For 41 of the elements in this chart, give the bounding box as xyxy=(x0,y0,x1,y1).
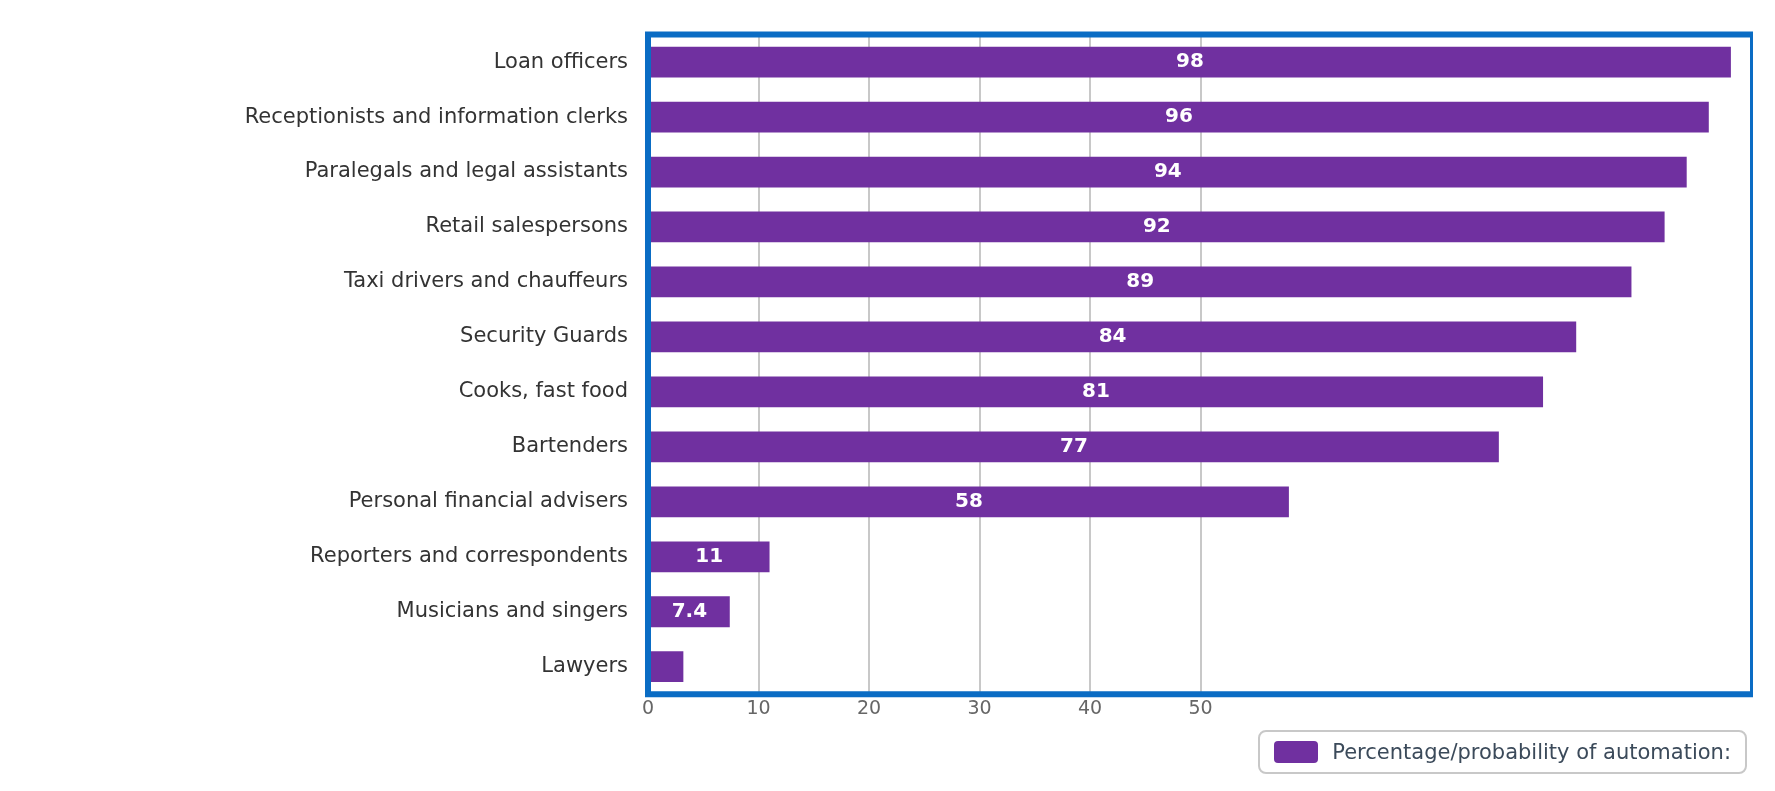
y-tick-label: Bartenders xyxy=(511,433,628,458)
bar xyxy=(649,156,1687,188)
x-tick-label: 20 xyxy=(856,695,882,718)
y-tick-label: Loan officers xyxy=(493,48,628,73)
y-tick-label: Receptionists and information clerks xyxy=(244,103,628,128)
data-label: 96 xyxy=(1164,103,1193,128)
x-tick-label: 30 xyxy=(967,695,992,718)
data-label: 81 xyxy=(1082,378,1110,403)
data-label: 84 xyxy=(1098,323,1127,348)
data-label: 11 xyxy=(695,542,724,567)
y-tick-label: Taxi drivers and chauffeurs xyxy=(342,268,628,293)
x-tick-label: 0 xyxy=(641,695,655,718)
bar xyxy=(649,651,684,683)
y-tick-label: Paralegals and legal assistants xyxy=(304,158,628,183)
data-label: 98 xyxy=(1176,48,1204,73)
bar xyxy=(649,46,1731,78)
y-tick-label: Personal financial advisers xyxy=(348,488,628,513)
data-label: 58 xyxy=(955,488,983,513)
bar xyxy=(649,431,1499,463)
data-label: 77 xyxy=(1060,433,1088,458)
data-label: 89 xyxy=(1126,268,1155,293)
y-tick-label: Lawyers xyxy=(541,653,628,678)
bar xyxy=(649,486,1289,518)
bar xyxy=(649,376,1544,408)
data-label: 92 xyxy=(1142,213,1171,238)
y-tick-label: Security Guards xyxy=(460,323,628,348)
bar xyxy=(649,321,1577,353)
data-label: 7.4 xyxy=(671,597,708,622)
y-tick-label: Cooks, fast food xyxy=(458,378,628,403)
bar xyxy=(649,266,1632,298)
x-tick-label: 50 xyxy=(1188,695,1213,718)
bar xyxy=(649,211,1665,243)
y-tick-label: Musicians and singers xyxy=(396,598,628,623)
x-tick-label: 10 xyxy=(746,695,771,718)
legend-label: Percentage/probability of automation: xyxy=(1332,740,1731,764)
y-tick-label: Retail salespersons xyxy=(425,213,628,238)
data-label: 94 xyxy=(1153,158,1182,183)
y-tick-label: Reporters and correspondents xyxy=(310,543,628,568)
bar xyxy=(649,101,1709,133)
bar xyxy=(649,541,770,573)
x-tick-label: 40 xyxy=(1077,695,1103,718)
